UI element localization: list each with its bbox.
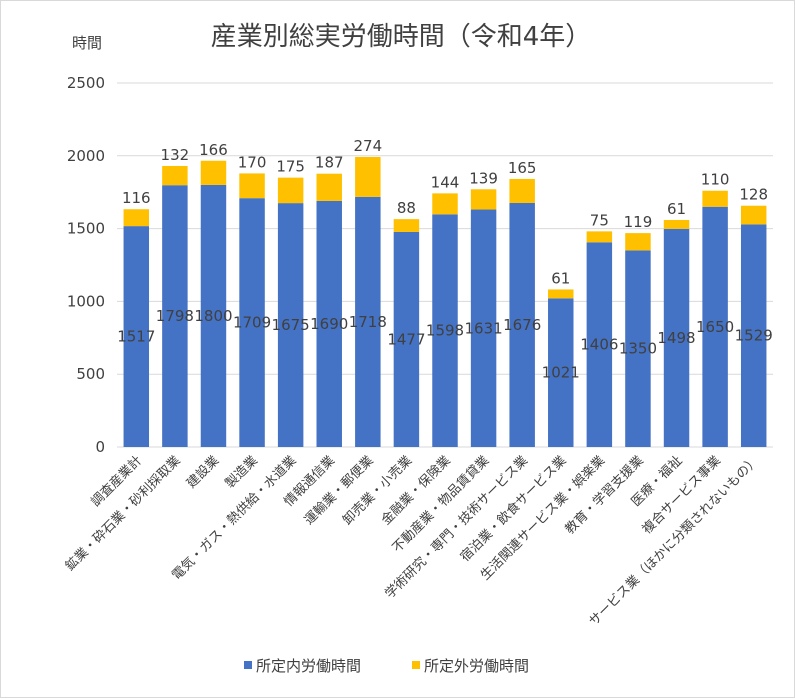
bar-scheduled [393,231,420,447]
bar-overtime [740,205,767,225]
y-tick-label: 2500 [67,74,105,92]
bar-scheduled [432,214,458,447]
bar-scheduled [316,200,342,447]
chart-title: 産業別総実労働時間（令和4年） [211,22,592,52]
bar-overtime [470,189,497,210]
data-label-overtime: 110 [701,171,730,189]
x-tick-label: 建設業 [183,453,222,492]
data-label-scheduled: 1718 [349,313,387,331]
y-tick-label: 1000 [67,292,105,310]
bar-scheduled [123,226,150,447]
data-label-scheduled: 1631 [464,319,502,337]
bar-overtime [355,156,381,197]
data-label-overtime: 175 [276,158,305,176]
data-label-overtime: 132 [161,146,190,164]
data-label-scheduled: 1676 [503,316,541,334]
data-label-scheduled: 1675 [272,316,310,334]
data-label-overtime: 144 [431,173,460,191]
data-label-overtime: 165 [508,159,537,177]
legend-swatch-scheduled [244,661,252,669]
data-label-overtime: 75 [590,211,609,229]
data-label-scheduled: 1800 [194,307,232,325]
bar-scheduled [586,242,613,447]
y-tick-label: 0 [95,438,105,456]
bar-scheduled [740,224,767,447]
data-label-overtime: 116 [122,189,151,207]
y-axis-title: 時間 [72,34,102,52]
data-label-scheduled: 1690 [310,315,348,333]
bar-scheduled [277,203,304,447]
data-label-overtime: 139 [469,169,498,187]
bar-overtime [200,160,227,185]
data-label-scheduled: 1598 [426,322,464,340]
bar-scheduled [625,250,651,447]
bar-overtime [509,178,535,203]
bar-scheduled [548,298,574,447]
data-label-overtime: 128 [739,186,768,204]
legend-label-overtime: 所定外労働時間 [424,657,529,675]
bar-overtime [586,231,613,243]
data-label-scheduled: 1798 [156,307,194,325]
data-label-scheduled: 1350 [619,340,657,358]
data-label-overtime: 166 [199,141,228,159]
bar-overtime [702,190,728,207]
data-label-scheduled: 1498 [657,329,695,347]
bar-scheduled [509,202,535,447]
data-label-scheduled: 1650 [696,318,734,336]
y-tick-label: 1500 [67,220,105,238]
bar-scheduled [162,185,188,448]
x-tick-label: 卸売業・小売業 [340,453,416,529]
legend: 所定内労働時間 所定外労働時間 [244,657,529,675]
data-label-scheduled: 1021 [542,364,580,382]
data-label-scheduled: 1406 [580,336,618,354]
data-label-scheduled: 1517 [117,328,155,346]
bar-overtime [432,193,458,215]
bar-scheduled [470,209,497,447]
data-labels: 1517116179813218001661709170167517516901… [117,137,773,382]
bar-overtime [548,289,574,299]
x-tick-label: 製造業 [222,453,261,492]
bar-overtime [663,220,690,229]
bar-overtime [239,173,265,199]
data-label-scheduled: 1477 [387,330,425,348]
data-label-overtime: 187 [315,154,344,172]
bar-overtime [162,165,188,186]
bar-scheduled [239,198,265,447]
bar-scheduled [702,206,728,447]
data-label-overtime: 119 [624,213,653,231]
bar-overtime [625,233,651,251]
y-tick-label: 500 [76,365,105,383]
data-label-overtime: 61 [667,200,686,218]
legend-label-scheduled: 所定内労働時間 [256,657,361,675]
x-tick-label: 運輸業・郵便業 [301,453,377,529]
legend-swatch-overtime [412,661,420,669]
y-tick-label: 2000 [67,147,105,165]
bar-scheduled [200,184,227,448]
y-axis-ticks: 0 500 1000 1500 2000 2500 [67,74,105,456]
data-label-overtime: 170 [238,153,267,171]
x-tick-label: 金融業・保険業 [378,453,454,529]
bar-overtime [123,209,150,227]
bars [123,156,767,448]
bar-overtime [393,219,420,232]
bar-overtime [277,177,304,204]
data-label-overtime: 88 [397,199,416,217]
data-label-overtime: 61 [551,269,570,287]
data-label-overtime: 274 [354,137,383,155]
bar-scheduled [355,196,381,447]
bar-overtime [316,173,342,201]
data-label-scheduled: 1529 [735,327,773,345]
data-label-scheduled: 1709 [233,314,271,332]
x-tick-label: 学術研究・専門・技術サービス業 [382,453,531,602]
bar-scheduled [663,228,690,447]
